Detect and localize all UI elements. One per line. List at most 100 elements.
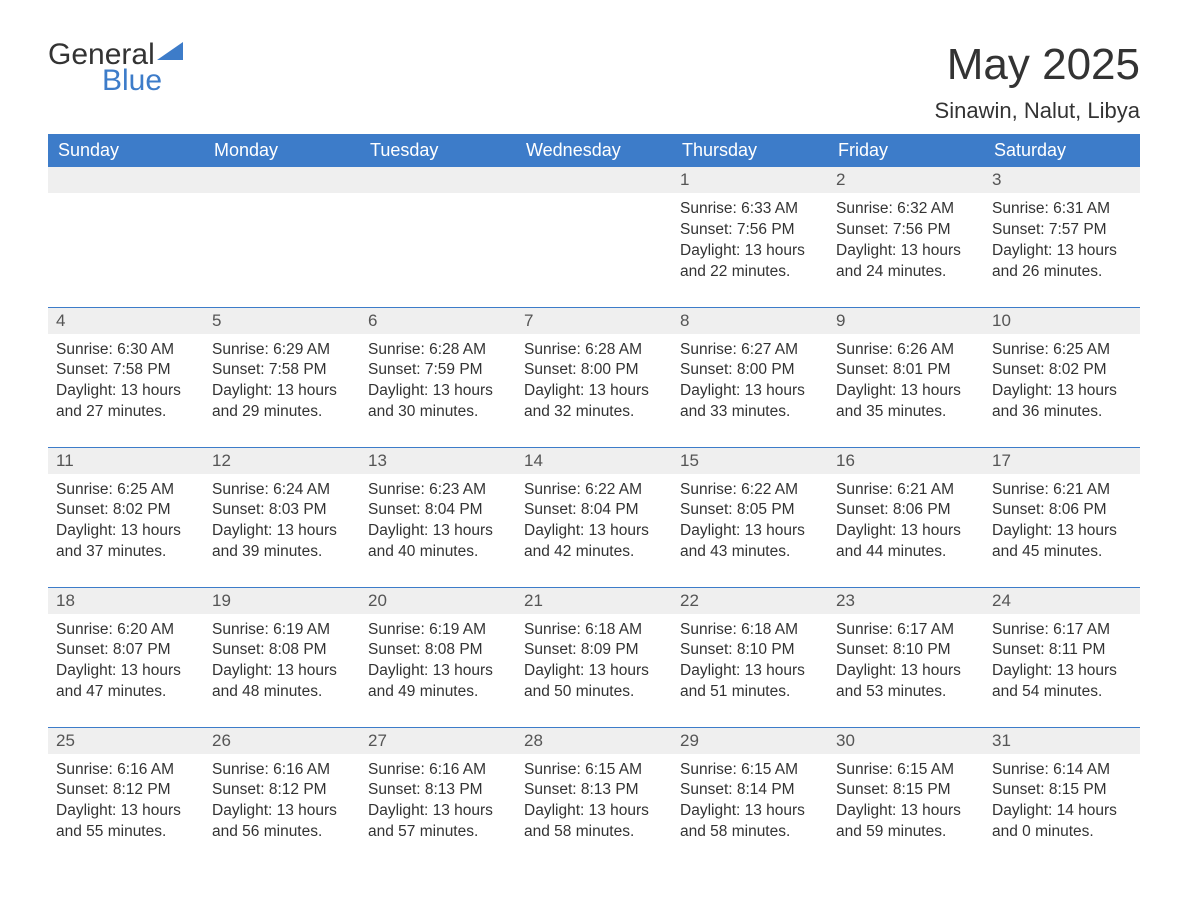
day-number: 25 [48, 728, 204, 754]
calendar-cell: 14Sunrise: 6:22 AMSunset: 8:04 PMDayligh… [516, 447, 672, 587]
sunset-line: Sunset: 8:08 PM [368, 640, 508, 661]
sunrise-line: Sunrise: 6:21 AM [836, 480, 976, 501]
day-details: Sunrise: 6:32 AMSunset: 7:56 PMDaylight:… [828, 193, 984, 291]
sunrise-line: Sunrise: 6:26 AM [836, 340, 976, 361]
day-details: Sunrise: 6:30 AMSunset: 7:58 PMDaylight:… [48, 334, 204, 432]
daylight-line: Daylight: 13 hours and 55 minutes. [56, 801, 196, 843]
calendar-cell: 4Sunrise: 6:30 AMSunset: 7:58 PMDaylight… [48, 307, 204, 447]
day-number: 30 [828, 728, 984, 754]
day-number [204, 167, 360, 193]
location: Sinawin, Nalut, Libya [935, 98, 1140, 124]
day-details: Sunrise: 6:15 AMSunset: 8:13 PMDaylight:… [516, 754, 672, 852]
day-number: 8 [672, 308, 828, 334]
calendar-cell: 7Sunrise: 6:28 AMSunset: 8:00 PMDaylight… [516, 307, 672, 447]
sunset-line: Sunset: 7:58 PM [212, 360, 352, 381]
day-number: 29 [672, 728, 828, 754]
col-tuesday: Tuesday [360, 134, 516, 167]
col-thursday: Thursday [672, 134, 828, 167]
day-details: Sunrise: 6:17 AMSunset: 8:11 PMDaylight:… [984, 614, 1140, 712]
sunset-line: Sunset: 8:08 PM [212, 640, 352, 661]
sunrise-line: Sunrise: 6:18 AM [680, 620, 820, 641]
sunset-line: Sunset: 8:01 PM [836, 360, 976, 381]
day-number: 16 [828, 448, 984, 474]
calendar-cell: 2Sunrise: 6:32 AMSunset: 7:56 PMDaylight… [828, 167, 984, 307]
daylight-line: Daylight: 13 hours and 54 minutes. [992, 661, 1132, 703]
calendar-cell: 3Sunrise: 6:31 AMSunset: 7:57 PMDaylight… [984, 167, 1140, 307]
calendar-table: Sunday Monday Tuesday Wednesday Thursday… [48, 134, 1140, 867]
day-number: 6 [360, 308, 516, 334]
daylight-line: Daylight: 13 hours and 37 minutes. [56, 521, 196, 563]
month-title: May 2025 [935, 40, 1140, 90]
day-details: Sunrise: 6:19 AMSunset: 8:08 PMDaylight:… [204, 614, 360, 712]
day-number: 19 [204, 588, 360, 614]
day-details: Sunrise: 6:21 AMSunset: 8:06 PMDaylight:… [984, 474, 1140, 572]
sunset-line: Sunset: 8:06 PM [992, 500, 1132, 521]
calendar-cell: 9Sunrise: 6:26 AMSunset: 8:01 PMDaylight… [828, 307, 984, 447]
daylight-line: Daylight: 13 hours and 49 minutes. [368, 661, 508, 703]
daylight-line: Daylight: 13 hours and 56 minutes. [212, 801, 352, 843]
daylight-line: Daylight: 13 hours and 29 minutes. [212, 381, 352, 423]
daylight-line: Daylight: 13 hours and 45 minutes. [992, 521, 1132, 563]
sunset-line: Sunset: 7:57 PM [992, 220, 1132, 241]
day-number: 14 [516, 448, 672, 474]
sunset-line: Sunset: 8:10 PM [836, 640, 976, 661]
daylight-line: Daylight: 13 hours and 50 minutes. [524, 661, 664, 703]
day-details: Sunrise: 6:28 AMSunset: 7:59 PMDaylight:… [360, 334, 516, 432]
calendar-cell: 29Sunrise: 6:15 AMSunset: 8:14 PMDayligh… [672, 727, 828, 867]
sunset-line: Sunset: 8:12 PM [212, 780, 352, 801]
calendar-cell: 27Sunrise: 6:16 AMSunset: 8:13 PMDayligh… [360, 727, 516, 867]
sunset-line: Sunset: 8:15 PM [992, 780, 1132, 801]
day-details: Sunrise: 6:31 AMSunset: 7:57 PMDaylight:… [984, 193, 1140, 291]
daylight-line: Daylight: 13 hours and 36 minutes. [992, 381, 1132, 423]
sunset-line: Sunset: 8:13 PM [524, 780, 664, 801]
calendar-cell: 11Sunrise: 6:25 AMSunset: 8:02 PMDayligh… [48, 447, 204, 587]
daylight-line: Daylight: 13 hours and 35 minutes. [836, 381, 976, 423]
calendar-cell: 18Sunrise: 6:20 AMSunset: 8:07 PMDayligh… [48, 587, 204, 727]
daylight-line: Daylight: 13 hours and 22 minutes. [680, 241, 820, 283]
sunrise-line: Sunrise: 6:30 AM [56, 340, 196, 361]
day-details: Sunrise: 6:29 AMSunset: 7:58 PMDaylight:… [204, 334, 360, 432]
day-details: Sunrise: 6:18 AMSunset: 8:09 PMDaylight:… [516, 614, 672, 712]
calendar-cell: 28Sunrise: 6:15 AMSunset: 8:13 PMDayligh… [516, 727, 672, 867]
day-number [48, 167, 204, 193]
day-details: Sunrise: 6:15 AMSunset: 8:14 PMDaylight:… [672, 754, 828, 852]
calendar-cell: 5Sunrise: 6:29 AMSunset: 7:58 PMDaylight… [204, 307, 360, 447]
sunrise-line: Sunrise: 6:29 AM [212, 340, 352, 361]
sunset-line: Sunset: 7:56 PM [680, 220, 820, 241]
daylight-line: Daylight: 13 hours and 33 minutes. [680, 381, 820, 423]
day-details: Sunrise: 6:23 AMSunset: 8:04 PMDaylight:… [360, 474, 516, 572]
daylight-line: Daylight: 13 hours and 26 minutes. [992, 241, 1132, 283]
sunrise-line: Sunrise: 6:28 AM [368, 340, 508, 361]
calendar-cell [204, 167, 360, 307]
sunrise-line: Sunrise: 6:23 AM [368, 480, 508, 501]
day-details: Sunrise: 6:16 AMSunset: 8:12 PMDaylight:… [48, 754, 204, 852]
sunrise-line: Sunrise: 6:17 AM [836, 620, 976, 641]
daylight-line: Daylight: 13 hours and 47 minutes. [56, 661, 196, 703]
day-number: 12 [204, 448, 360, 474]
day-details: Sunrise: 6:28 AMSunset: 8:00 PMDaylight:… [516, 334, 672, 432]
day-details: Sunrise: 6:33 AMSunset: 7:56 PMDaylight:… [672, 193, 828, 291]
daylight-line: Daylight: 13 hours and 32 minutes. [524, 381, 664, 423]
sunrise-line: Sunrise: 6:33 AM [680, 199, 820, 220]
calendar-week-row: 4Sunrise: 6:30 AMSunset: 7:58 PMDaylight… [48, 307, 1140, 447]
day-number: 10 [984, 308, 1140, 334]
day-number: 28 [516, 728, 672, 754]
sunrise-line: Sunrise: 6:14 AM [992, 760, 1132, 781]
calendar-cell: 12Sunrise: 6:24 AMSunset: 8:03 PMDayligh… [204, 447, 360, 587]
calendar-week-row: 1Sunrise: 6:33 AMSunset: 7:56 PMDaylight… [48, 167, 1140, 307]
sunrise-line: Sunrise: 6:25 AM [992, 340, 1132, 361]
day-details: Sunrise: 6:27 AMSunset: 8:00 PMDaylight:… [672, 334, 828, 432]
day-details: Sunrise: 6:16 AMSunset: 8:13 PMDaylight:… [360, 754, 516, 852]
calendar-header-row: Sunday Monday Tuesday Wednesday Thursday… [48, 134, 1140, 167]
day-number: 20 [360, 588, 516, 614]
sunset-line: Sunset: 8:13 PM [368, 780, 508, 801]
calendar-cell: 24Sunrise: 6:17 AMSunset: 8:11 PMDayligh… [984, 587, 1140, 727]
sunset-line: Sunset: 8:12 PM [56, 780, 196, 801]
sunrise-line: Sunrise: 6:18 AM [524, 620, 664, 641]
sunset-line: Sunset: 8:03 PM [212, 500, 352, 521]
day-number: 2 [828, 167, 984, 193]
day-number: 21 [516, 588, 672, 614]
day-number: 31 [984, 728, 1140, 754]
sunrise-line: Sunrise: 6:22 AM [680, 480, 820, 501]
day-number: 17 [984, 448, 1140, 474]
